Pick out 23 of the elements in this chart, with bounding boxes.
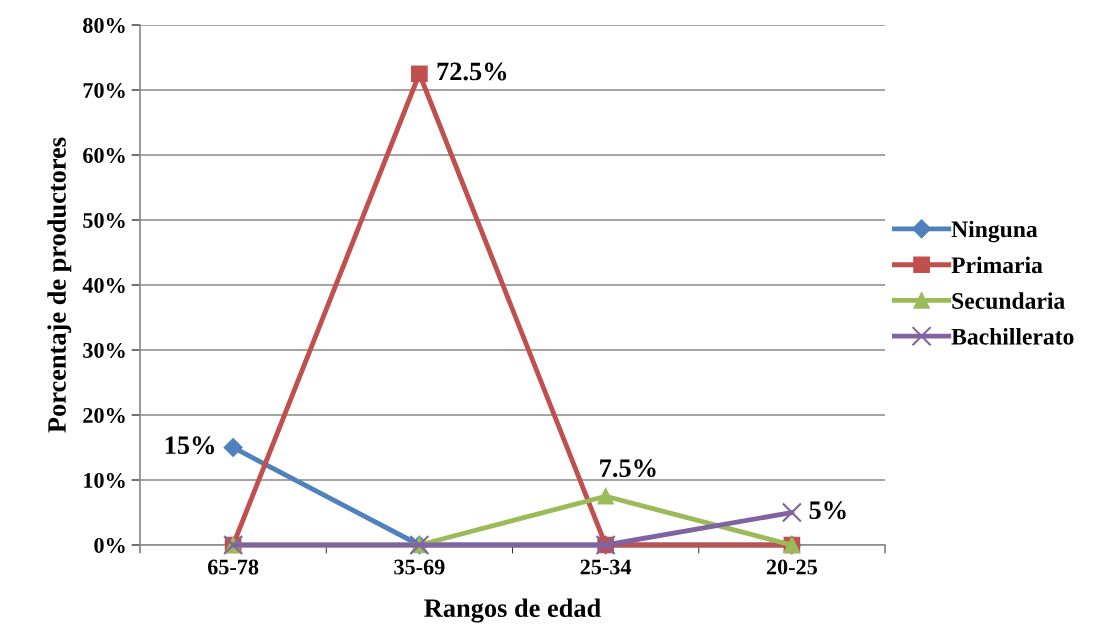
y-tick-label: 50% [83,212,125,228]
x-tick-label: 25-34 [580,559,632,575]
x-tick-label: 65-78 [207,559,259,575]
y-axis-title: Porcentaje de productores [47,137,72,433]
legend-label: Primaria [951,256,1043,274]
data-label: 72.5% [437,62,507,81]
legend-label: Secundaria [952,292,1065,309]
data-label: 7.5% [600,459,656,478]
legend-label: Ninguna [951,220,1038,243]
data-label: 5% [809,501,846,520]
y-tick-label: 10% [84,472,125,488]
x-axis-title: Rangos de edad [424,598,601,623]
x-tick-label: 20-25 [766,559,817,575]
y-tick-label: 20% [83,407,125,423]
y-tick-label: 80% [83,17,125,33]
legend-label: Bachillerato [951,328,1074,345]
y-tick-label: 0% [94,537,125,553]
x-tick-label: 35-69 [394,559,445,575]
y-tick-label: 70% [83,82,125,98]
y-tick-label: 40% [82,277,125,293]
data-label: 15% [165,436,214,455]
y-tick-label: 60% [83,147,125,163]
y-tick-label: 30% [83,342,125,358]
